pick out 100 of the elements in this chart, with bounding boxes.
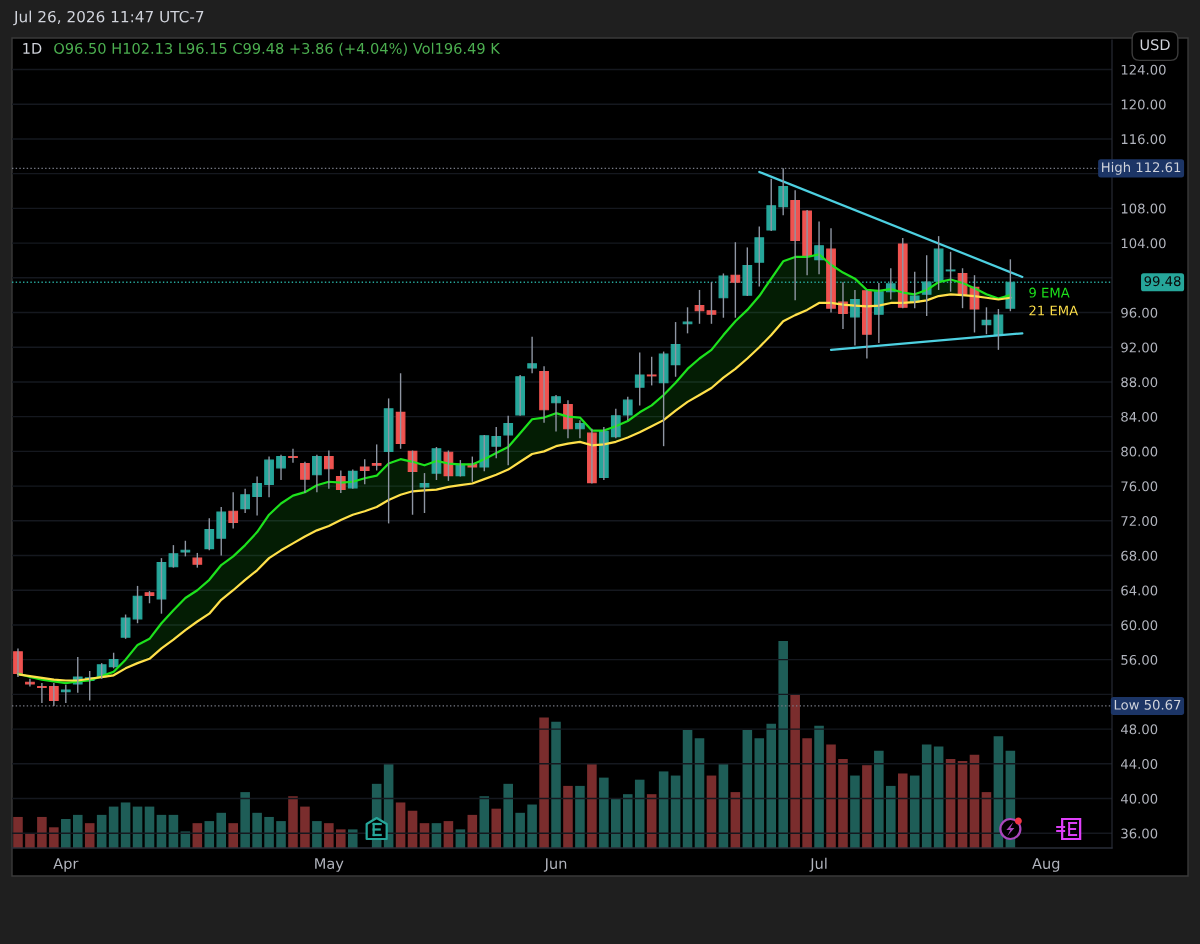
candlestick: [204, 517, 215, 552]
bar: [216, 812, 227, 848]
bar: [240, 792, 250, 848]
bar: [682, 730, 693, 848]
candlestick: [395, 372, 406, 450]
bar: [527, 804, 537, 848]
bar: [264, 816, 274, 848]
bar: [288, 796, 298, 848]
y-tick-label: 80.00: [1121, 446, 1158, 457]
candlestick: [527, 336, 537, 374]
bar: [766, 723, 777, 848]
candlestick: [383, 397, 394, 525]
bar: [347, 829, 358, 848]
candlestick: [778, 167, 789, 217]
bar: [599, 777, 609, 848]
bar: [61, 819, 71, 848]
series-label: 9 EMA: [1029, 287, 1070, 298]
ref-line-label: High 112.61: [1102, 161, 1181, 175]
y-tick-label: 64.00: [1121, 585, 1158, 596]
candlestick: [658, 350, 669, 447]
candlestick: [670, 321, 681, 378]
x-tick-label: Aug: [1032, 858, 1060, 872]
y-tick-label: 84.00: [1121, 411, 1158, 422]
candlestick: [718, 272, 729, 319]
candlestick: [730, 241, 741, 319]
bar: [84, 823, 95, 848]
candlestick: [168, 544, 179, 569]
bar: [120, 802, 131, 848]
candlestick: [634, 351, 645, 407]
bar: [300, 806, 310, 848]
candlestick: [622, 396, 633, 421]
y-tick-label: 116.00: [1121, 134, 1166, 145]
bar: [670, 775, 681, 848]
candlestick: [766, 178, 777, 232]
y-tick-label: 76.00: [1121, 481, 1158, 492]
y-tick-label: 96.00: [1121, 307, 1158, 318]
x-tick-label: Jul: [809, 857, 827, 872]
bar: [611, 798, 621, 848]
bar: [515, 812, 525, 848]
bar: [886, 785, 896, 848]
bar: [324, 823, 334, 848]
bar: [874, 750, 884, 848]
bar: [754, 738, 765, 848]
bar: [778, 641, 788, 848]
bar: [539, 717, 549, 848]
bar: [276, 821, 286, 848]
x-tick-label: Jun: [543, 858, 567, 872]
bar: [551, 721, 561, 848]
candlestick: [706, 281, 717, 325]
candlestick: [503, 415, 514, 466]
bar: [622, 794, 633, 848]
ref-line-label: 99.48: [1144, 276, 1181, 287]
bar: [742, 730, 753, 848]
bar: [228, 823, 238, 848]
chart-title: 1D: [23, 43, 42, 54]
bar: [706, 775, 717, 848]
x-tick-label: Apr: [53, 858, 79, 872]
bar: [826, 744, 836, 848]
bar: [72, 814, 83, 848]
bar: [312, 821, 322, 848]
bar: [49, 827, 59, 848]
bar: [862, 765, 872, 848]
y-tick-label: 72.00: [1121, 516, 1158, 527]
bar: [491, 808, 502, 848]
bar: [814, 725, 824, 848]
bar: [850, 775, 860, 848]
bar: [587, 763, 597, 848]
candlestick: [933, 235, 944, 291]
bar: [503, 783, 513, 848]
candlestick: [646, 356, 657, 387]
text: Jul 26, 2026 11:47 UTC-7: [13, 10, 204, 26]
y-tick-label: 48.00: [1120, 724, 1158, 735]
candlestick: [993, 308, 1004, 351]
bar: [336, 829, 346, 848]
bar: [479, 796, 490, 848]
bar: [575, 785, 585, 848]
candlestick: [60, 684, 71, 704]
bar: [395, 802, 406, 848]
bar: [634, 779, 645, 848]
bar: [838, 758, 848, 848]
bar: [897, 773, 908, 848]
bar: [25, 833, 35, 848]
bar: [802, 738, 812, 848]
y-tick-label: 56.00: [1121, 654, 1158, 665]
y-tick-label: 92.00: [1121, 342, 1158, 353]
bar: [252, 812, 262, 848]
candlestick: [419, 472, 430, 514]
candlestick: [371, 443, 382, 472]
candlestick: [228, 491, 239, 530]
bar: [13, 816, 23, 848]
bar: [37, 816, 47, 848]
y-tick-label: 44.00: [1120, 759, 1158, 770]
bar: [790, 694, 800, 848]
y-tick-label: 60.00: [1121, 620, 1158, 631]
series-label: 21 EMA: [1029, 305, 1079, 316]
y-tick-label: 36.00: [1121, 828, 1158, 839]
y-tick-label: 40.00: [1120, 793, 1158, 804]
y-tick-label: 68.00: [1121, 550, 1158, 561]
candlestick: [25, 678, 35, 688]
y-tick-label: 88.00: [1121, 377, 1158, 388]
